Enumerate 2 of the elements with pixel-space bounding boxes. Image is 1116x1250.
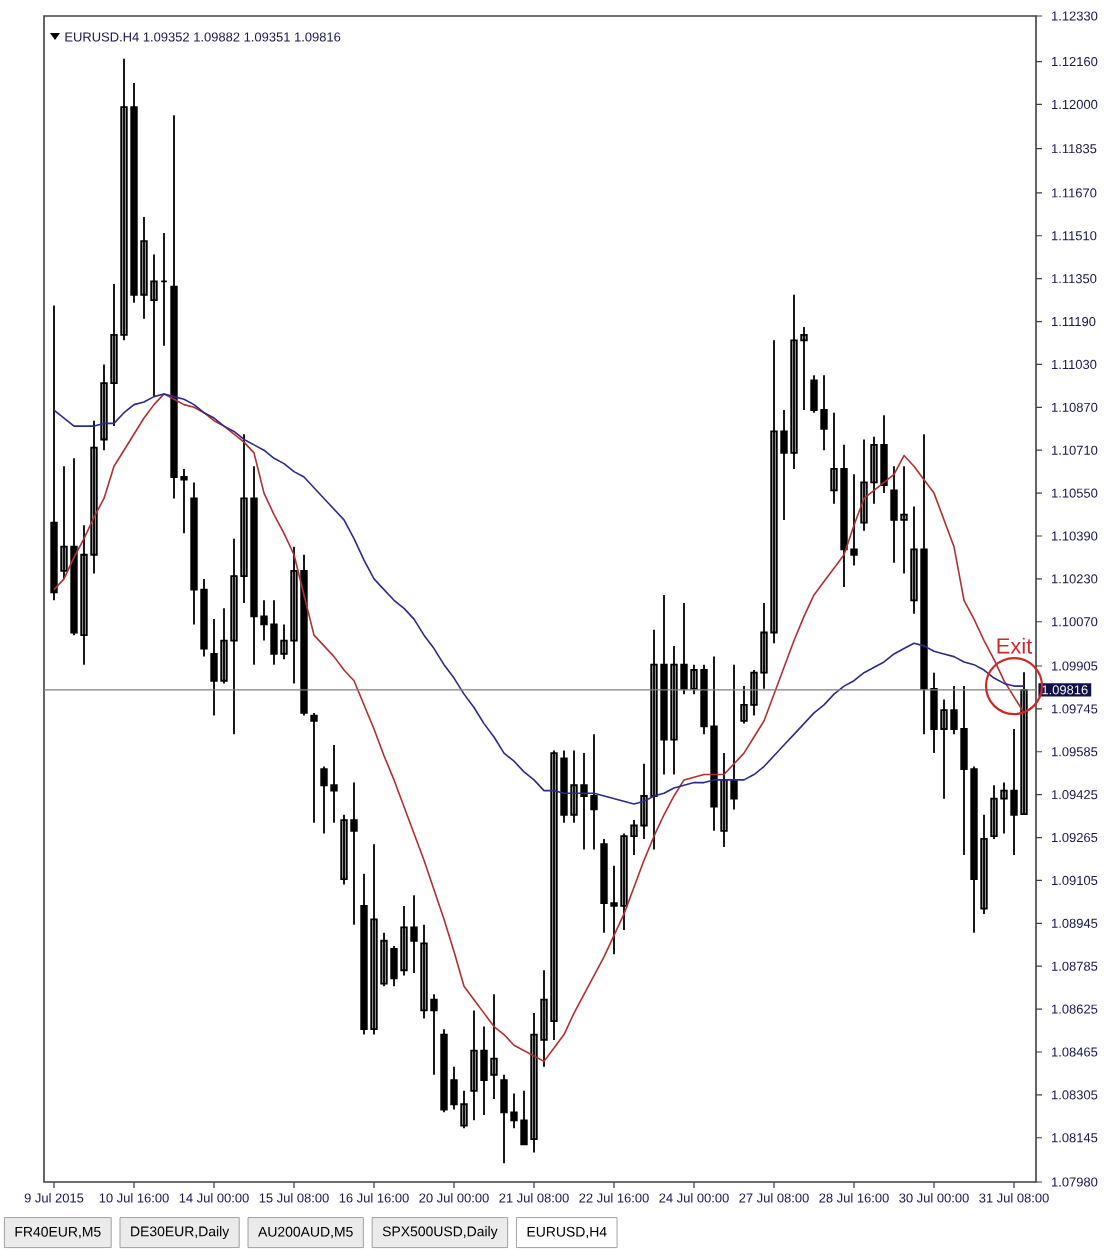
annotation: Exit (997, 637, 1033, 654)
candlestick (310, 712, 318, 824)
